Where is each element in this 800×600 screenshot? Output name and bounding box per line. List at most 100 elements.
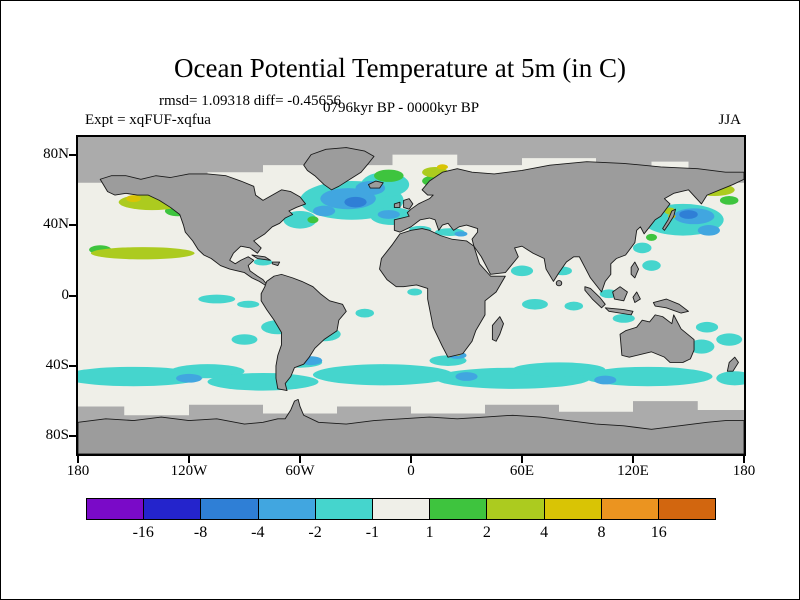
anomaly-patch [307, 216, 319, 224]
stats-line: rmsd= 1.09318 diff= -0.45656 [159, 93, 342, 109]
continent-eurasia [393, 161, 744, 293]
continent-north-america [99, 173, 307, 288]
lon-tick-mark [299, 456, 301, 463]
island-philippines [630, 261, 640, 279]
colorbar-segment [144, 499, 202, 519]
anomaly-patch [344, 196, 367, 208]
island-new-guinea [652, 298, 689, 314]
arctic-ice-mask [78, 137, 744, 192]
lat-tick-mark [69, 224, 76, 227]
lon-tick-mark [632, 456, 634, 463]
anomaly-patch [716, 371, 744, 386]
anomaly-patch [633, 242, 652, 254]
anomaly-patch [436, 164, 448, 170]
lon-tick-label: 60E [509, 463, 535, 479]
anomaly-patch [377, 210, 400, 219]
anomaly-patch [407, 288, 423, 296]
anomaly-patch [176, 373, 202, 383]
anomaly-patch [695, 321, 719, 333]
anomaly-patch [231, 334, 258, 345]
lon-tick-label: 120W [170, 463, 208, 479]
anomaly-patch [719, 195, 739, 205]
island-greenland [303, 147, 375, 191]
lon-tick-mark [743, 456, 745, 463]
season-label: JJA [718, 112, 741, 128]
island-borneo [612, 286, 628, 302]
colorbar-segment [87, 499, 145, 519]
anomaly-patch [312, 205, 336, 217]
anomaly-patch [312, 364, 454, 386]
landmasses [78, 147, 744, 454]
island-java [604, 307, 634, 316]
anomaly-patch [594, 375, 617, 385]
lat-tick-label: 40S [45, 356, 69, 373]
colorbar-segment [601, 499, 659, 519]
continent-australia [619, 314, 695, 363]
anomaly-patch [564, 301, 584, 311]
continent-antarctica [78, 398, 744, 454]
lon-tick-mark [410, 456, 412, 463]
anomaly-patch [126, 195, 141, 203]
lat-tick-label: 40N [43, 216, 69, 233]
island-cuba [251, 254, 271, 261]
anomaly-patch [198, 294, 236, 304]
lat-tick-label: 80S [45, 427, 69, 444]
anomaly-patch [522, 299, 548, 310]
colorbar-boundary-label: -1 [365, 524, 380, 541]
colorbar-segment [201, 499, 259, 519]
anomaly-patch [645, 233, 658, 241]
colorbar-boundary-label: 1 [425, 524, 434, 541]
anomaly-patch [716, 333, 743, 346]
lon-tick-label: 60W [285, 463, 315, 479]
lat-tick-label: 80N [43, 145, 69, 162]
anomaly-patch [642, 260, 661, 271]
lat-tick-mark [69, 364, 76, 367]
colorbar-segment [372, 499, 431, 519]
experiment-label: Expt = xqFUF-xqfua [85, 112, 211, 128]
anomaly-patch [455, 372, 478, 381]
lon-tick-mark [188, 456, 190, 463]
colorbar-boundary-label: -4 [251, 524, 265, 541]
colorbar-boundary-label: 8 [597, 524, 606, 541]
island-madagascar [491, 316, 504, 342]
lat-tick-label: 0 [61, 286, 70, 303]
map-frame [76, 135, 746, 456]
island-sri-lanka [555, 280, 563, 287]
anomaly-patch [510, 265, 534, 277]
island-japan [662, 208, 677, 231]
lon-tick-label: 0 [407, 463, 415, 479]
lon-tick-label: 180 [732, 463, 756, 479]
colorbar-boundary-label: 16 [650, 524, 667, 541]
anomaly-patch [207, 372, 319, 391]
anomaly-patch [679, 210, 698, 219]
lon-tick-label: 180 [66, 463, 90, 479]
anomaly-patch [355, 308, 374, 318]
colorbar-segment [315, 499, 373, 519]
continent-africa [379, 228, 506, 358]
colorbar-boundary-label: -16 [132, 524, 154, 541]
lat-tick-mark [69, 153, 76, 156]
lat-tick-mark [69, 294, 76, 297]
world-map [78, 137, 744, 454]
anomaly-patch [612, 313, 635, 323]
island-great-britain [403, 198, 414, 210]
plot-title: Ocean Potential Temperature at 5m (in C) [174, 53, 626, 83]
colorbar-segment [658, 499, 716, 519]
colorbar-segment [430, 499, 488, 519]
island-new-zealand [726, 356, 739, 372]
colorbar-segment [258, 499, 316, 519]
island-sulawesi [632, 291, 641, 303]
colorbar-segment [544, 499, 602, 519]
anomaly-patch [454, 231, 468, 237]
island-sumatra [584, 286, 606, 309]
island-hispaniola [271, 261, 281, 267]
anomaly-patch [237, 300, 260, 308]
period-line: 0796kyr BP - 0000kyr BP [323, 100, 480, 116]
lon-tick-label: 120E [617, 463, 649, 479]
anomaly-patch [90, 247, 195, 260]
anomaly-patch [697, 225, 720, 236]
lon-tick-mark [77, 456, 79, 463]
colorbar-segment [487, 499, 545, 519]
anomaly-patch [374, 169, 404, 182]
continent-south-america [260, 273, 347, 392]
